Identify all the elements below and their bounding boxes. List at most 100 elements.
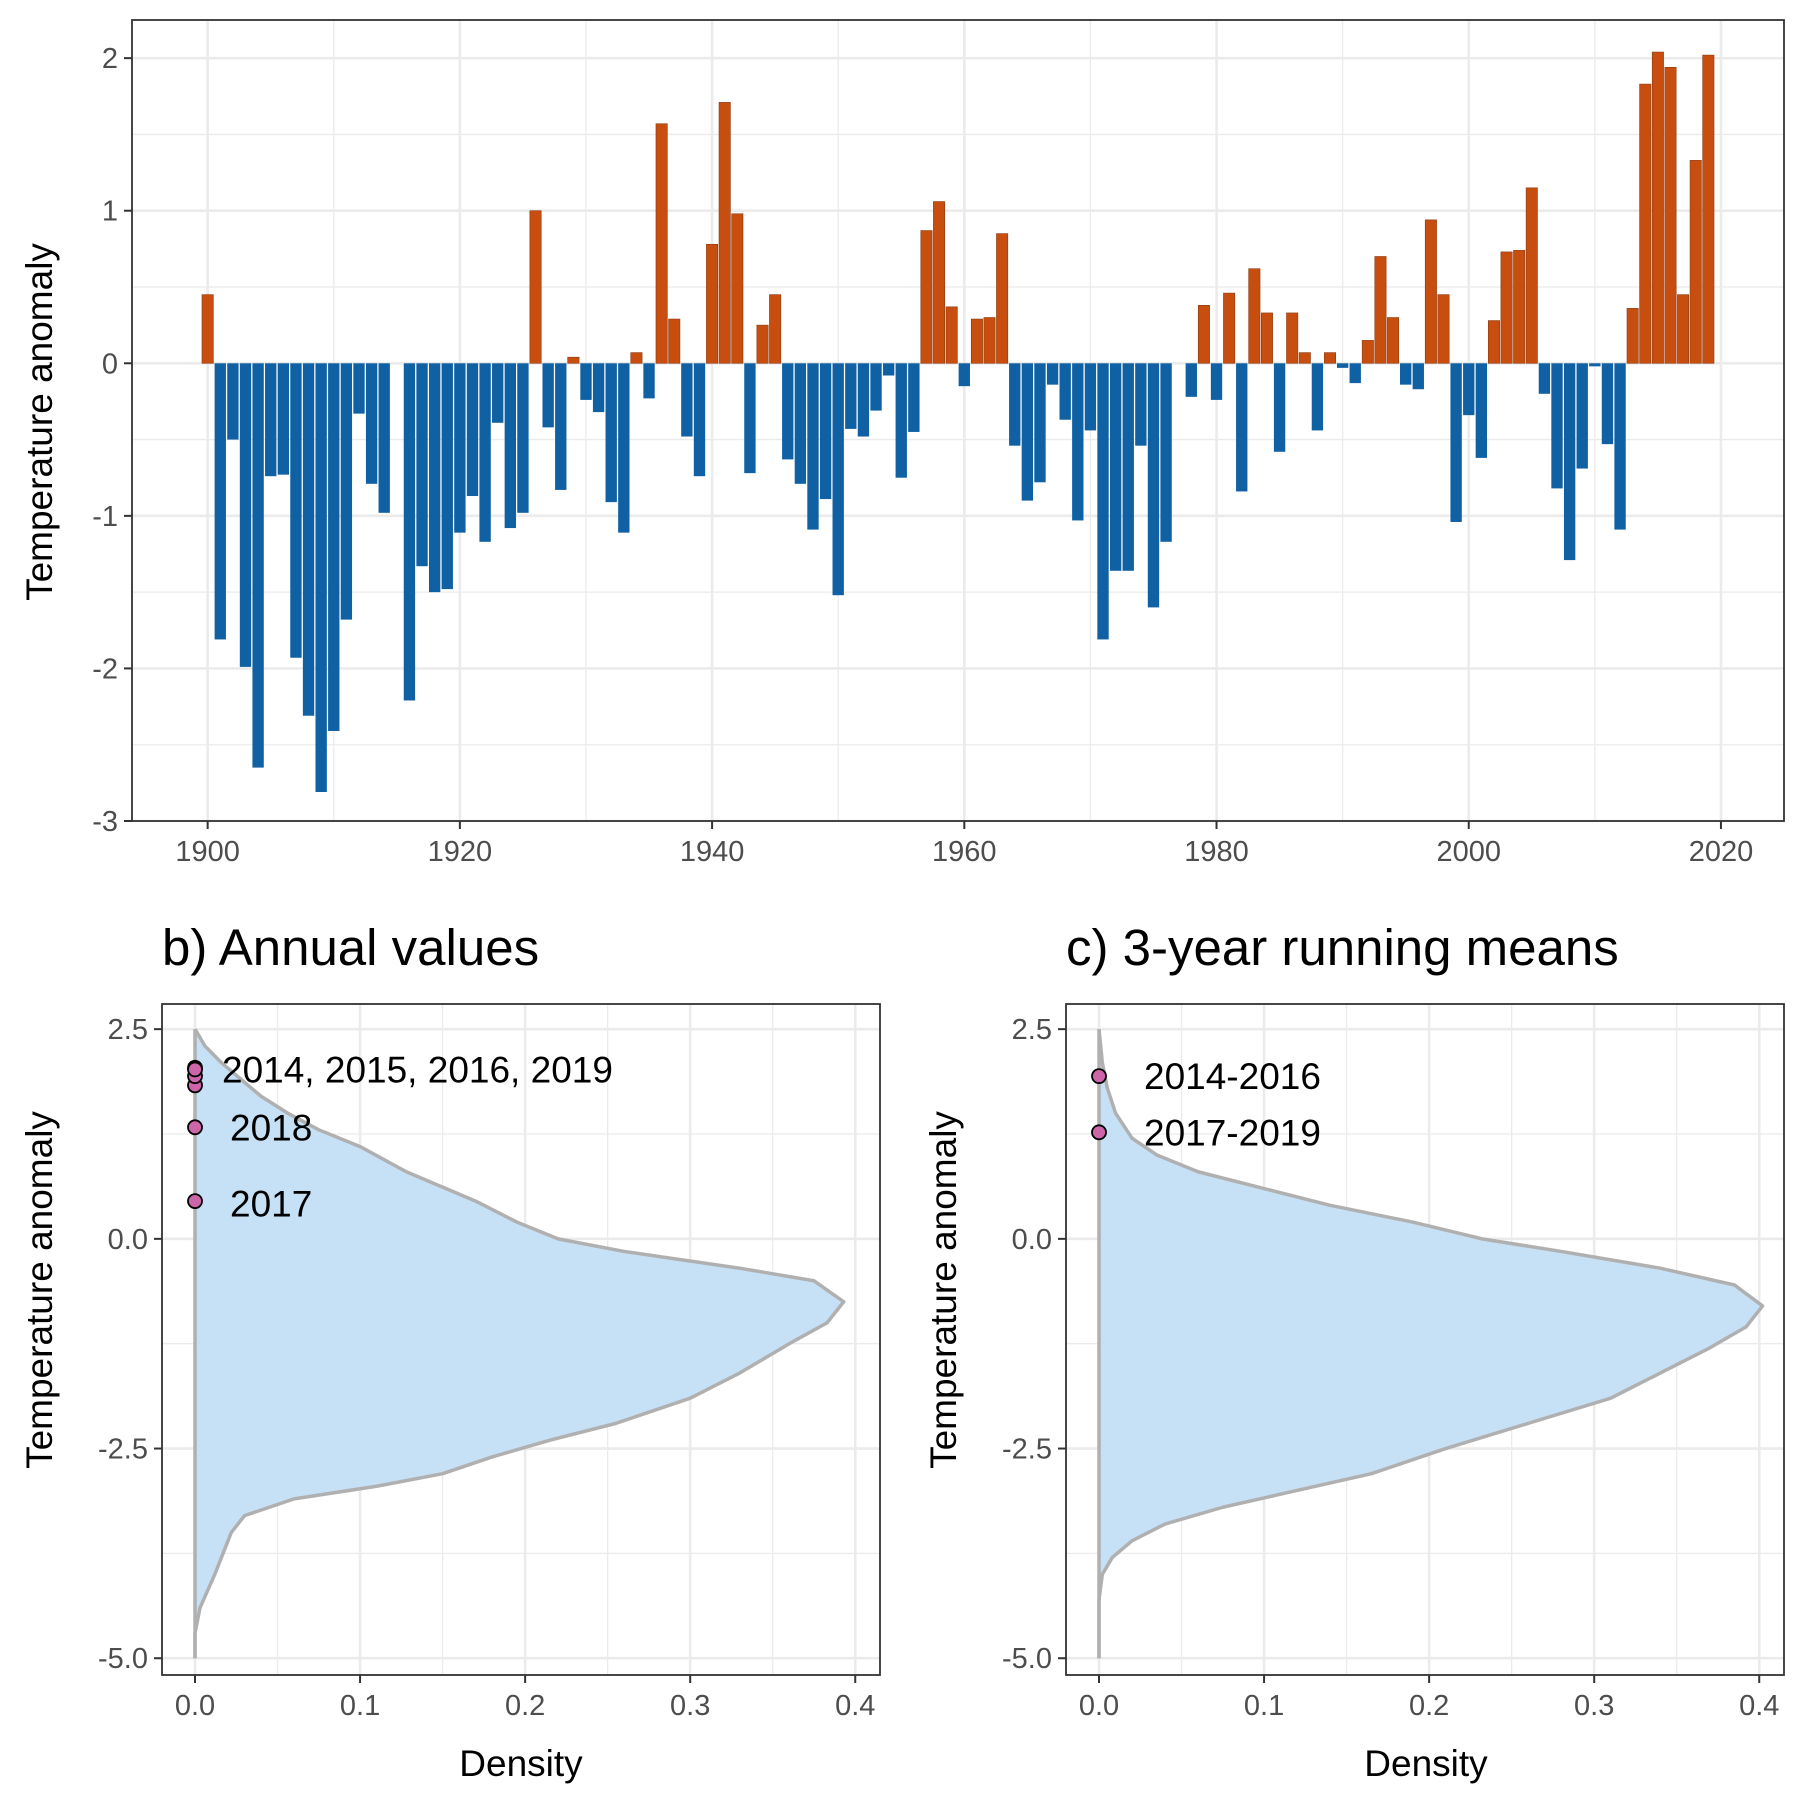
cool-anomaly-bar [265,363,277,477]
cool-anomaly-bar [1412,363,1424,390]
cool-anomaly-bar [1046,363,1059,385]
cool-anomaly-bar [428,363,441,593]
cool-anomaly-bar [1336,363,1349,368]
cool-anomaly-bar [378,363,390,513]
bar-chart-axes: 1900 1920 1940 1960 1980 2000 2020 -3 -2 -1 0 1 2 [92,19,1785,868]
warm-anomaly-bar [756,324,769,364]
warm-anomaly-bar [630,352,643,364]
cool-anomaly-bar [1185,363,1197,397]
cool-anomaly-bar [857,363,870,437]
warm-anomaly-bar [1437,294,1450,364]
x-tick-label: 0.4 [1739,1690,1779,1722]
cool-anomaly-bar [1210,363,1223,400]
cool-anomaly-bar [1400,363,1412,385]
cool-anomaly-bar [1450,363,1462,522]
cool-anomaly-bar [1135,363,1147,446]
warm-anomaly-bar [1677,294,1690,364]
cool-anomaly-bar [1021,363,1034,501]
cool-anomaly-bar [845,363,857,429]
cool-anomaly-bar [517,363,529,513]
x-tick-label: 0.1 [1244,1690,1284,1722]
warm-anomaly-bar [1500,251,1513,364]
y-tick-label: -2.5 [1002,1434,1052,1466]
plot-frame [1065,1003,1785,1676]
warm-anomaly-bar [1702,54,1715,364]
plot-frame [131,19,1785,822]
x-tick-label: 1960 [932,836,997,868]
x-tick-label: 2000 [1436,836,1501,868]
warm-anomaly-bar [1424,219,1437,364]
cool-anomaly-bar [555,363,567,490]
cool-anomaly-bar [870,363,882,411]
highlight-label: 2017 [230,1184,312,1225]
density-fill [1099,1029,1763,1659]
cool-anomaly-bar [252,363,264,768]
cool-anomaly-bar [807,363,819,530]
cool-anomaly-bar [882,363,895,376]
x-tick-label: 0.0 [175,1690,215,1722]
y-tick-label: -5.0 [98,1643,148,1675]
running-mean-density-axes: 0.0 0.1 0.2 0.3 0.4 -5.0 -2.5 0.0 2.5 [1002,1003,1785,1722]
cool-anomaly-bar [1551,363,1563,489]
warm-anomaly-bar [983,317,996,364]
warm-anomaly-bar [1664,66,1677,364]
cool-anomaly-bar [441,363,453,590]
cool-anomaly-bar [681,363,693,437]
warm-anomaly-bar [1223,292,1236,364]
cool-anomaly-bar [1034,363,1046,483]
cool-anomaly-bar [958,363,970,387]
x-tick-label: 1940 [680,836,745,868]
annual-density-axes: 0.0 0.1 0.2 0.3 0.4 -5.0 -2.5 0.0 2.5 [98,1003,881,1722]
x-tick-label: 0.0 [1079,1690,1119,1722]
cool-anomaly-bar [403,363,416,701]
highlight-point [187,1119,203,1136]
warm-anomaly-bar [529,210,542,364]
cool-anomaly-bar [1589,363,1601,367]
warm-anomaly-bar [201,294,214,364]
cool-anomaly-bar [1059,363,1071,420]
annual-density-panel: b) Annual values 2014, 2015, 2016, 20192… [19,919,881,1784]
cool-anomaly-bar [1236,363,1248,492]
running-mean-density-y-axis-title: Temperature anomaly [923,1111,964,1469]
y-tick-label: 2.5 [1012,1014,1052,1046]
cool-anomaly-bar [1576,363,1588,469]
warm-anomaly-bar [1639,83,1652,364]
cool-anomaly-bar [227,363,239,440]
highlight-label: 2018 [230,1107,312,1148]
cool-anomaly-bar [1097,363,1109,640]
cool-anomaly-bar [1122,363,1134,571]
cool-anomaly-bar [328,363,340,731]
plot-frame [161,1003,881,1676]
warm-anomaly-bar [1689,160,1702,364]
warm-anomaly-bar [1298,352,1311,364]
cool-anomaly-bar [1538,363,1551,394]
cool-anomaly-bar [1475,363,1488,458]
warm-anomaly-bar [1374,256,1387,364]
x-tick-label: 0.3 [670,1690,710,1722]
cool-anomaly-bar [504,363,516,529]
warm-anomaly-bar [1197,305,1210,364]
y-tick-label: 2 [102,43,118,75]
density-fill [195,1029,844,1659]
warm-anomaly-bar [1387,317,1400,364]
warm-anomaly-bar [1487,320,1500,364]
warm-anomaly-bar [1525,187,1538,364]
cool-anomaly-bar [744,363,756,474]
x-tick-label: 0.1 [340,1690,380,1722]
cool-anomaly-bar [479,363,491,542]
warm-anomaly-bar [668,318,681,364]
cool-anomaly-bar [214,363,226,640]
x-tick-label: 0.4 [835,1690,875,1722]
warm-anomaly-bar [1651,51,1664,364]
highlight-label: 2017-2019 [1144,1112,1321,1153]
warm-anomaly-bar [1248,268,1261,364]
annual-density-highlights: 2014, 2015, 2016, 2019 2018 2017 [187,1049,613,1225]
annual-density-x-axis-title: Density [459,1743,583,1784]
y-tick-label: -3 [92,806,118,838]
cool-anomaly-bar [1009,363,1021,446]
y-tick-label: 0.0 [108,1224,148,1256]
cool-anomaly-bar [239,363,252,667]
cool-anomaly-bar [1273,363,1286,452]
warm-anomaly-bar [945,306,958,364]
cool-anomaly-bar [832,363,844,596]
